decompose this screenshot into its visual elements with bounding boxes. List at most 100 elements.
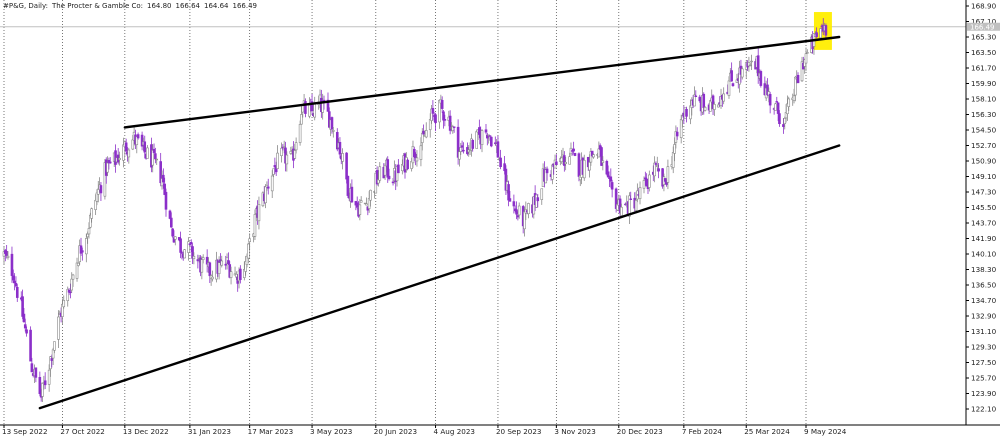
candle-body bbox=[359, 200, 363, 203]
candle-body bbox=[675, 131, 679, 137]
candle-body bbox=[774, 103, 777, 111]
candle-body bbox=[387, 175, 391, 180]
candle-body bbox=[155, 158, 158, 161]
candle-body bbox=[740, 68, 744, 78]
candle-body bbox=[173, 236, 177, 240]
candle-body bbox=[196, 259, 200, 262]
candle-body bbox=[679, 119, 683, 138]
low-value: 164.64 bbox=[204, 2, 229, 10]
candle-body bbox=[572, 148, 575, 152]
high-value: 166.64 bbox=[175, 2, 201, 10]
candle-body bbox=[229, 271, 233, 278]
candle-body bbox=[220, 260, 224, 266]
y-tick-label: 145.50 bbox=[971, 203, 997, 212]
candle-body bbox=[146, 147, 149, 159]
x-tick-label: 9 May 2024 bbox=[804, 427, 847, 436]
y-tick-label: 161.70 bbox=[971, 64, 997, 73]
x-axis: 13 Sep 2022 27 Oct 2022 13 Dec 2022 31 Jan … bbox=[2, 425, 847, 436]
candle-body bbox=[131, 139, 135, 150]
candle-body bbox=[53, 341, 56, 351]
candle-body bbox=[671, 152, 675, 168]
candle-body bbox=[25, 329, 28, 334]
candle-body bbox=[783, 118, 787, 125]
y-tick-label: 129.30 bbox=[971, 343, 997, 352]
candle-body bbox=[458, 151, 461, 160]
candle-body bbox=[71, 274, 75, 280]
y-tick-label: 138.30 bbox=[971, 265, 997, 274]
candle-body bbox=[517, 205, 521, 216]
y-tick-label: 140.10 bbox=[971, 250, 997, 259]
candle-body bbox=[460, 145, 464, 148]
y-tick-label: 159.90 bbox=[971, 79, 997, 88]
candle-body bbox=[85, 238, 88, 255]
candle-body bbox=[796, 74, 800, 84]
candle-body bbox=[555, 161, 558, 166]
y-tick-label: 125.70 bbox=[971, 374, 997, 383]
candle-body bbox=[496, 141, 500, 158]
candle-body bbox=[653, 162, 656, 177]
candle-body bbox=[187, 241, 190, 253]
x-tick-label: 20 Dec 2023 bbox=[617, 427, 663, 436]
candle-body bbox=[819, 28, 822, 39]
candle-body bbox=[90, 208, 93, 219]
candle-body bbox=[294, 142, 298, 151]
candle-body bbox=[693, 94, 696, 107]
candle-body bbox=[21, 296, 24, 317]
candle-body bbox=[490, 136, 493, 147]
candle-body bbox=[478, 127, 481, 135]
candle-body bbox=[731, 83, 735, 87]
candle-body bbox=[217, 262, 221, 274]
candle-body bbox=[70, 278, 74, 291]
candle-body bbox=[285, 154, 289, 165]
x-tick-label: 25 Mar 2024 bbox=[744, 427, 790, 436]
candle-body bbox=[424, 130, 428, 138]
candle-body bbox=[164, 191, 168, 210]
candle-body bbox=[136, 134, 140, 139]
candle-body bbox=[414, 153, 417, 159]
candle-body bbox=[77, 262, 80, 266]
y-tick-label: 141.90 bbox=[971, 234, 997, 243]
candle-body bbox=[535, 194, 538, 208]
x-tick-label: 20 Jun 2023 bbox=[374, 427, 417, 436]
candle-body bbox=[452, 126, 456, 128]
candle-body bbox=[272, 168, 275, 175]
y-tick-label: 134.70 bbox=[971, 296, 997, 305]
candle-body bbox=[768, 93, 772, 106]
candle-body bbox=[248, 238, 251, 243]
candle-body bbox=[748, 64, 752, 67]
candle-body bbox=[30, 363, 34, 373]
candle-body bbox=[759, 71, 763, 86]
candle-body bbox=[775, 101, 779, 103]
candle-body bbox=[397, 164, 400, 174]
candle-body bbox=[253, 214, 257, 237]
candle-body bbox=[345, 152, 348, 180]
candle-body bbox=[527, 203, 530, 215]
candle-body bbox=[365, 203, 368, 206]
candle-body bbox=[75, 262, 79, 279]
candle-body bbox=[179, 238, 182, 253]
candle-body bbox=[61, 303, 64, 317]
candle-body bbox=[657, 168, 660, 172]
candle-body bbox=[11, 275, 15, 281]
candle-body bbox=[642, 180, 646, 189]
candle-body bbox=[183, 249, 186, 259]
y-tick-label: 168.90 bbox=[971, 2, 997, 11]
candle-body bbox=[310, 101, 314, 112]
candle-body bbox=[10, 253, 14, 276]
candle-body bbox=[666, 166, 670, 183]
candle-body bbox=[471, 139, 475, 149]
candle-body bbox=[350, 186, 354, 203]
candle-body bbox=[415, 157, 419, 162]
candle-body bbox=[824, 25, 828, 36]
candle-body bbox=[588, 162, 591, 171]
candle-body bbox=[23, 324, 27, 329]
close-value: 166.49 bbox=[232, 2, 258, 10]
candle-body bbox=[573, 152, 577, 156]
candle-body bbox=[330, 117, 334, 130]
candle-body bbox=[127, 149, 131, 158]
candle-body bbox=[43, 380, 47, 386]
candle-body bbox=[152, 148, 156, 153]
x-tick-label: 27 Oct 2022 bbox=[60, 427, 104, 436]
